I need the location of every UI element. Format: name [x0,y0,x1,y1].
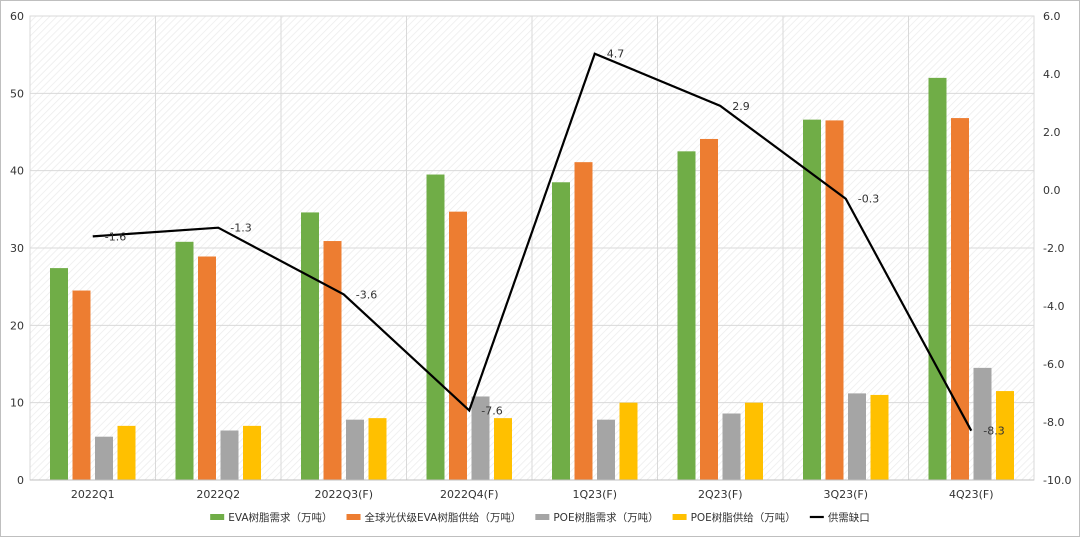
legend-label: EVA树脂需求（万吨） [228,511,332,524]
gap-data-label: -8.3 [983,425,1004,438]
y-right-tick-label: -2.0 [1043,242,1064,255]
bars [50,77,1014,481]
y-left-tick-label: 30 [10,242,24,255]
bar [494,418,512,480]
bar [426,174,445,481]
gap-data-label: -3.6 [356,288,377,301]
y-left-tick-label: 50 [10,87,24,100]
y-right-tick-label: 0.0 [1043,184,1061,197]
gap-data-label: -7.6 [481,404,502,417]
gap-data-label: -1.3 [230,222,251,235]
bar [323,241,342,480]
x-tick-label: 2022Q4(F) [440,488,499,501]
legend: EVA树脂需求（万吨） 全球光伏级EVA树脂供给（万吨） POE树脂需求（万吨） PO… [210,511,870,524]
bar [677,151,696,481]
legend-label: POE树脂需求（万吨） [553,511,658,524]
bar [175,241,194,480]
gap-line-series [92,52,973,432]
y-left-tick-label: 10 [10,397,24,410]
y-right-tick-label: 6.0 [1043,10,1061,23]
y-right-tick-label: -8.0 [1043,416,1064,429]
gap-line [92,52,973,432]
y-left-tick-label: 20 [10,319,24,332]
bar [848,393,866,480]
legend-swatch [672,514,687,520]
bar [928,77,947,480]
bar [951,118,969,480]
bar [50,268,68,480]
axes: 0 10 20 30 40 50 60 -10.0 -8.0 -6.0 -4.0 -2.0 0.0 2.0… [10,10,1071,501]
bar [700,138,718,480]
legend-swatch [346,514,361,520]
bar [996,391,1014,480]
legend-item: 全球光伏级EVA树脂供给（万吨） [346,511,522,524]
legend-label: 供需缺口 [828,511,870,524]
bar [198,256,216,480]
y-right-tick-label: -6.0 [1043,358,1064,371]
x-tick-label: 2022Q3(F) [314,488,373,501]
x-tick-label: 4Q23(F) [949,488,994,501]
legend-item: EVA树脂需求（万吨） [210,511,333,524]
bar [95,436,113,480]
legend-item: POE树脂需求（万吨） [535,511,659,524]
x-tick-label: 2022Q1 [71,488,115,501]
bar [745,402,763,480]
x-tick-label: 3Q23(F) [823,488,868,501]
x-tick-label: 2Q23(F) [698,488,743,501]
y-left-tick-label: 0 [17,474,24,487]
gap-data-label: 4.7 [607,48,625,61]
gap-data-label: 2.9 [732,100,750,113]
bar [825,120,844,481]
bar [870,394,889,480]
bar [346,419,364,480]
bar [973,367,992,480]
bar [597,419,615,480]
bar [803,119,821,481]
bar [117,425,136,480]
y-right-tick-label: -10.0 [1043,474,1071,487]
legend-swatch [210,514,225,520]
legend-swatch [535,514,550,520]
bar [471,396,490,480]
bar [72,290,91,480]
x-tick-label: 2022Q2 [196,488,240,501]
y-right-tick-label: -4.0 [1043,300,1064,313]
y-left-tick-label: 60 [10,10,24,23]
bar [722,413,741,480]
legend-label: 全球光伏级EVA树脂供给（万吨） [365,511,522,524]
bar [552,182,570,480]
y-right-tick-label: 4.0 [1043,68,1061,81]
legend-item: POE树脂供给（万吨） [672,511,796,524]
y-right-tick-label: 2.0 [1043,126,1061,139]
data-labels: -1.6 -1.3 -3.6 -7.6 4.7 2.9 -0.3 -8.3 [105,48,1005,438]
x-tick-label: 1Q23(F) [572,488,617,501]
legend-label: POE树脂供给（万吨） [691,511,796,524]
gap-data-label: -0.3 [858,193,879,206]
y-left-tick-label: 40 [10,165,24,178]
bar [301,212,319,480]
bar [243,425,261,480]
gap-data-label: -1.6 [105,230,126,243]
legend-item: 供需缺口 [809,511,870,524]
bar [574,162,593,480]
bar [449,211,467,481]
bar [220,430,239,480]
bar [619,402,638,480]
bar [368,418,387,480]
